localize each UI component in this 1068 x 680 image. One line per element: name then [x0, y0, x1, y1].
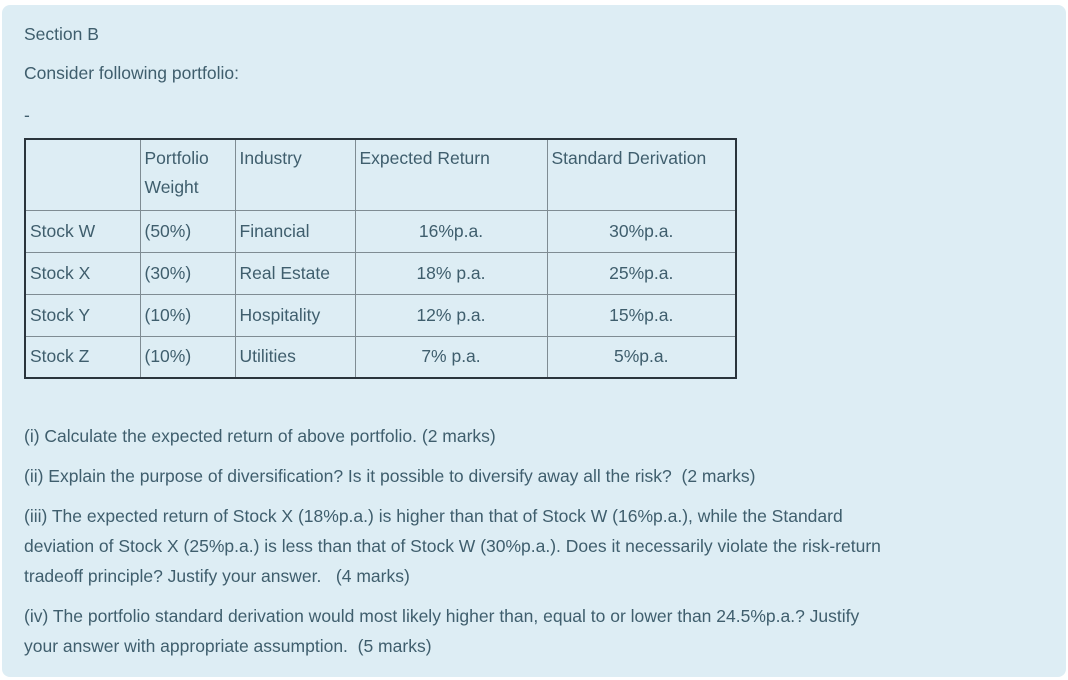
portfolio-table: Portfolio Weight Industry Expected Retur…: [24, 138, 737, 379]
cell-industry: Utilities: [234, 335, 356, 379]
questions-block: (i) Calculate the expected return of abo…: [24, 421, 1040, 661]
table-row: Stock W (50%) Financial 16%p.a. 30%p.a.: [24, 209, 737, 253]
question-iv: (iv) The portfolio standard derivation w…: [24, 606, 860, 656]
table-row: Stock Y (10%) Hospitality 12% p.a. 15%p.…: [24, 293, 737, 337]
intro-text: Consider following portfolio:: [24, 63, 239, 83]
cell-expected-return: 12% p.a.: [354, 293, 548, 337]
cell-standard-derivation: 25%p.a.: [546, 251, 737, 295]
question-iii: (iii) The expected return of Stock X (18…: [24, 506, 881, 586]
cell-portfolio-weight: (10%): [139, 293, 236, 337]
cell-standard-derivation: 5%p.a.: [546, 335, 737, 379]
section-heading: Section B: [24, 24, 99, 44]
cell-stock-name: Stock Z: [24, 335, 141, 379]
cell-standard-derivation: 30%p.a.: [546, 209, 737, 253]
table-header-row: Portfolio Weight Industry Expected Retur…: [24, 138, 737, 211]
column-header-blank: [24, 138, 141, 211]
cell-portfolio-weight: (30%): [139, 251, 236, 295]
cell-industry: Hospitality: [234, 293, 356, 337]
cell-expected-return: 18% p.a.: [354, 251, 548, 295]
cell-standard-derivation: 15%p.a.: [546, 293, 737, 337]
question-i: (i) Calculate the expected return of abo…: [24, 426, 496, 446]
cell-industry: Financial: [234, 209, 356, 253]
column-header-portfolio-weight: Portfolio Weight: [139, 138, 236, 211]
dash-text: -: [24, 105, 30, 125]
panel-content: Section B Consider following portfolio: …: [2, 5, 1066, 661]
cell-stock-name: Stock X: [24, 251, 141, 295]
cell-portfolio-weight: (50%): [139, 209, 236, 253]
cell-industry: Real Estate: [234, 251, 356, 295]
column-header-industry: Industry: [234, 138, 356, 211]
table-row: Stock X (30%) Real Estate 18% p.a. 25%p.…: [24, 251, 737, 295]
table-row: Stock Z (10%) Utilities 7% p.a. 5%p.a.: [24, 335, 737, 379]
column-header-standard-derivation: Standard Derivation: [546, 138, 737, 211]
cell-stock-name: Stock W: [24, 209, 141, 253]
question-ii: (ii) Explain the purpose of diversificat…: [24, 466, 756, 486]
cell-expected-return: 16%p.a.: [354, 209, 548, 253]
cell-expected-return: 7% p.a.: [354, 335, 548, 379]
cell-portfolio-weight: (10%): [139, 335, 236, 379]
column-header-expected-return: Expected Return: [354, 138, 548, 211]
question-panel: Section B Consider following portfolio: …: [2, 5, 1066, 677]
cell-stock-name: Stock Y: [24, 293, 141, 337]
